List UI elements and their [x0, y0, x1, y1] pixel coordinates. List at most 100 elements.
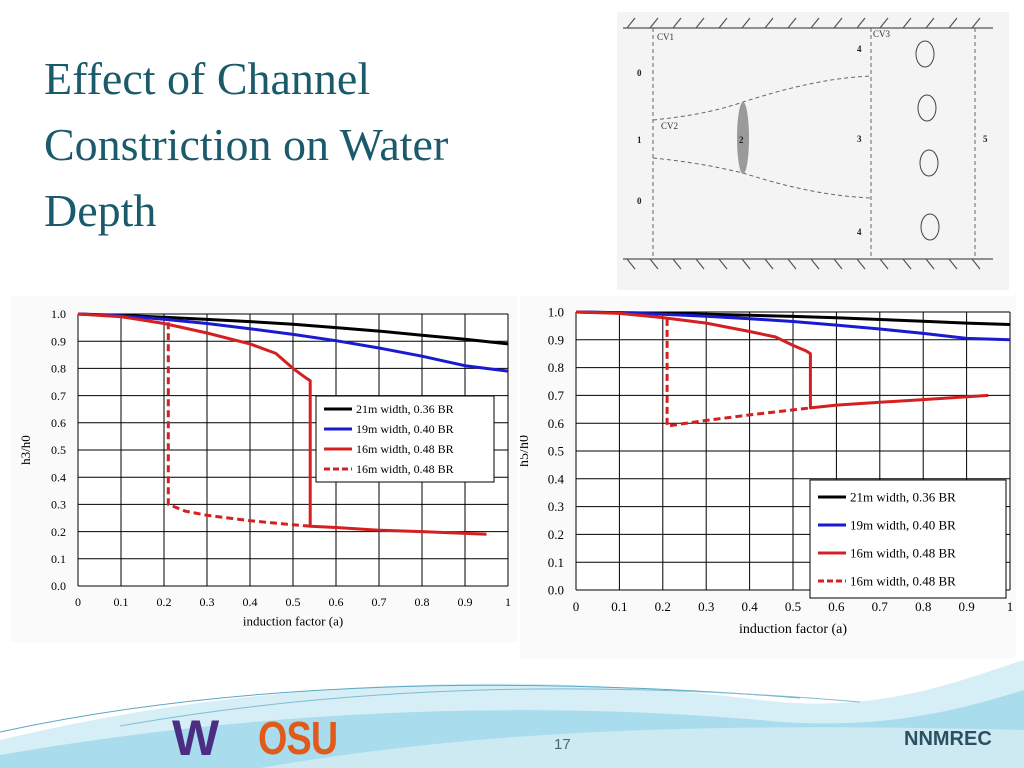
x-tick-label: 0.5	[286, 595, 301, 609]
wall-hatch	[879, 17, 889, 29]
turbine-disk	[737, 102, 749, 174]
y-tick-label: 0.1	[51, 552, 66, 566]
y-tick-label: 0.8	[51, 362, 66, 376]
page-number: 17	[554, 736, 571, 753]
y-tick-label: 0.2	[548, 527, 564, 542]
wall-hatch	[649, 17, 659, 29]
y-axis-label: h5/h0	[520, 435, 532, 467]
y-tick-label: 0.8	[548, 360, 564, 375]
wall-hatch	[925, 17, 935, 29]
footer-wave-decoration	[0, 660, 1024, 768]
x-tick-label: 0.9	[458, 595, 473, 609]
x-tick-label: 1	[505, 595, 511, 609]
eddy	[917, 94, 937, 122]
wall-hatch	[925, 258, 935, 270]
wall-hatch	[971, 258, 981, 270]
wall-hatch	[902, 17, 912, 29]
cv1-label: CV1	[657, 32, 674, 42]
uw-logo: W	[172, 710, 219, 766]
legend-entry: 21m width, 0.36 BR	[850, 490, 956, 505]
series-line	[575, 310, 1011, 342]
y-axis-label: h3/h0	[18, 435, 33, 465]
stream-tube-lower	[652, 157, 872, 199]
x-tick-label: 0.5	[785, 599, 801, 614]
y-tick-label: 0.0	[548, 583, 564, 598]
wall-hatch	[626, 17, 636, 29]
section-label: 0	[637, 68, 642, 78]
y-tick-label: 0.3	[51, 498, 66, 512]
slide-title: Effect of Channel Constriction on Water …	[44, 46, 604, 244]
chart-svg: 0 0.1 0.2 0.3 0.4 0.5 0.6 0.7 0.8 0.9 1 0.0 0.1 0.2 0.…	[18, 307, 511, 629]
y-tick-label: 0.2	[51, 525, 66, 539]
x-tick-label: 0.2	[655, 599, 671, 614]
cv3-label: CV3	[873, 29, 891, 39]
section-label: 2	[739, 135, 744, 145]
y-tick-label: 0.1	[548, 555, 564, 570]
bottom-wall	[623, 258, 993, 270]
wall-hatch	[718, 17, 728, 29]
title-line: Constriction on Water	[44, 119, 449, 170]
y-tick-label: 1.0	[51, 307, 66, 321]
legend-entry: 21m width, 0.36 BR	[356, 402, 454, 416]
wall-hatch	[787, 17, 797, 29]
x-tick-label: 0.2	[157, 595, 172, 609]
x-tick-label: 0.1	[611, 599, 627, 614]
y-tick-label: 1.0	[548, 305, 564, 320]
x-tick-label: 0.8	[915, 599, 931, 614]
x-axis-label: induction factor (a)	[739, 622, 847, 637]
x-tick-label: 1	[1007, 599, 1014, 614]
x-axis-label: induction factor (a)	[243, 614, 343, 629]
x-tick-label: 0.4	[243, 595, 258, 609]
y-tick-label: 0.9	[51, 334, 66, 348]
x-tick-label: 0.7	[372, 595, 387, 609]
x-tick-label: 0.1	[114, 595, 129, 609]
y-tick-label: 0.0	[51, 579, 66, 593]
wall-hatch	[764, 17, 774, 29]
wake-eddies	[915, 40, 940, 241]
legend-entry: 16m width, 0.48 BR	[356, 462, 454, 476]
wall-hatch	[948, 258, 958, 270]
legend-entry: 19m width, 0.40 BR	[850, 518, 956, 533]
legend-entry: 16m width, 0.48 BR	[850, 574, 956, 589]
wall-hatch	[741, 17, 751, 29]
y-tick-label: 0.9	[548, 332, 564, 347]
x-tick-label: 0.3	[698, 599, 714, 614]
title-line: Effect of Channel	[44, 53, 371, 104]
y-tick-label: 0.6	[51, 416, 66, 430]
wall-hatch	[741, 258, 751, 270]
y-tick-label: 0.5	[51, 443, 66, 457]
x-tick-label: 0.9	[958, 599, 974, 614]
y-tick-label: 0.3	[548, 499, 564, 514]
title-line: Depth	[44, 185, 157, 236]
cv2-label: CV2	[661, 121, 678, 131]
x-tick-label: 0	[573, 599, 580, 614]
wall-hatch	[718, 258, 728, 270]
wall-hatch	[810, 17, 820, 29]
wall-hatch	[672, 258, 682, 270]
diagram-svg: CV1 CV2 CV3 0 1 0 2 4 3 4 5	[623, 17, 993, 270]
osu-logo: OSU	[258, 712, 338, 764]
section-label: 4	[857, 227, 862, 237]
wall-hatch	[672, 17, 682, 29]
section-label: 5	[983, 134, 988, 144]
chart-h5-h0: 0 0.1 0.2 0.3 0.4 0.5 0.6 0.7 0.8 0.9 1 0.0 0.1 0.2 0.…	[520, 296, 1016, 658]
series-line	[575, 310, 989, 410]
wall-hatch	[833, 258, 843, 270]
x-tick-label: 0.8	[415, 595, 430, 609]
section-label: 1	[637, 135, 642, 145]
wall-hatch	[833, 17, 843, 29]
wall-hatch	[695, 258, 705, 270]
wall-hatch	[810, 258, 820, 270]
wall-hatch	[948, 17, 958, 29]
control-volume-diagram: CV1 CV2 CV3 0 1 0 2 4 3 4 5	[617, 12, 1009, 290]
wall-hatch	[787, 258, 797, 270]
chart-h3-h0: 0 0.1 0.2 0.3 0.4 0.5 0.6 0.7 0.8 0.9 1 0.0 0.1 0.2 0.…	[10, 296, 518, 642]
x-tick-label: 0.7	[872, 599, 889, 614]
wall-hatch	[695, 17, 705, 29]
legend-entry: 16m width, 0.48 BR	[356, 442, 454, 456]
x-tick-label: 0	[75, 595, 81, 609]
organization-label: NNMREC	[904, 728, 992, 750]
section-label: 4	[857, 44, 862, 54]
wall-hatch	[856, 258, 866, 270]
wall-hatch	[879, 258, 889, 270]
